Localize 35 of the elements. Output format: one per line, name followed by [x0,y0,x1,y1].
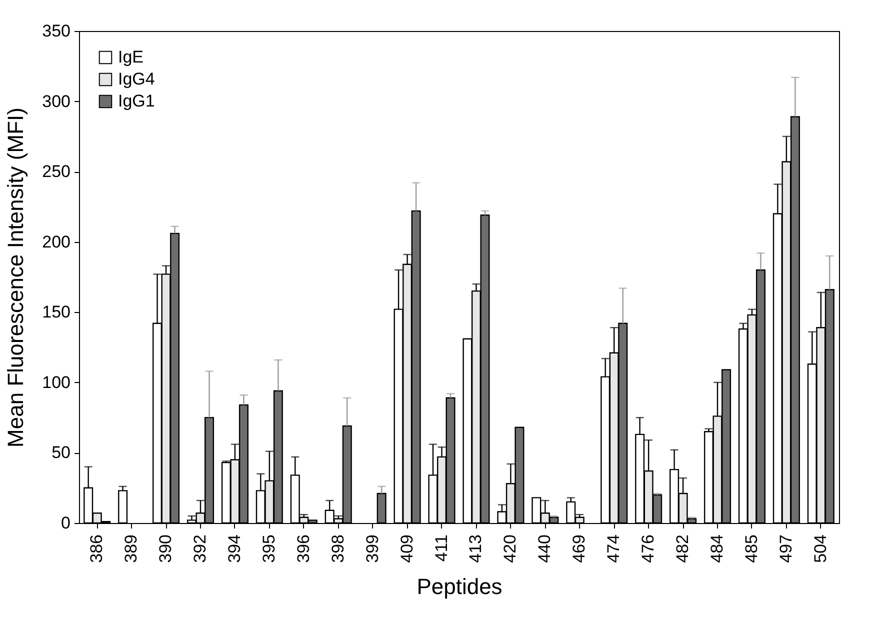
x-tick-label: 420 [500,534,520,563]
x-tick-label: 398 [328,534,348,563]
x-tick-label: 469 [570,534,589,563]
legend-label: IgE [118,48,144,66]
x-tick-label: 392 [190,534,210,563]
x-tick-label: 482 [673,534,692,563]
x-tick-label: 413 [466,534,486,563]
y-tick-label: 0 [61,514,70,532]
x-tick-label: 399 [362,534,382,563]
y-tick-label: 200 [42,232,70,252]
x-tick-label: 497 [776,534,796,563]
x-tick-label: 396 [294,534,313,563]
x-tick-label: 474 [604,534,624,563]
x-tick-label: 440 [535,534,554,563]
x-tick-label: 411 [432,534,451,562]
legend-label: IgG4 [118,70,155,88]
y-tick-label: 50 [52,443,70,462]
x-tick-label: 476 [638,534,658,563]
y-tick-label: 300 [42,92,70,111]
x-tick-label: 386 [87,534,106,563]
x-axis-title: Peptides [416,574,502,599]
x-tick-label: 395 [259,534,278,563]
y-tick-label: 150 [42,302,70,322]
y-tick-label: 250 [42,162,70,182]
y-axis-title: Mean Fluorescence Intensity (MFI) [3,108,28,448]
x-tick-label: 484 [708,534,727,563]
x-tick-label: 485 [742,534,761,563]
x-tick-label: 389 [122,534,141,563]
x-tick-label: 390 [156,534,176,563]
x-tick-label: 394 [224,534,244,563]
y-tick-label: 350 [42,22,70,40]
y-tick-label: 100 [42,372,70,392]
legend-label: IgG1 [118,92,155,110]
x-tick-label: 504 [810,534,830,563]
x-tick-label: 409 [397,534,416,563]
